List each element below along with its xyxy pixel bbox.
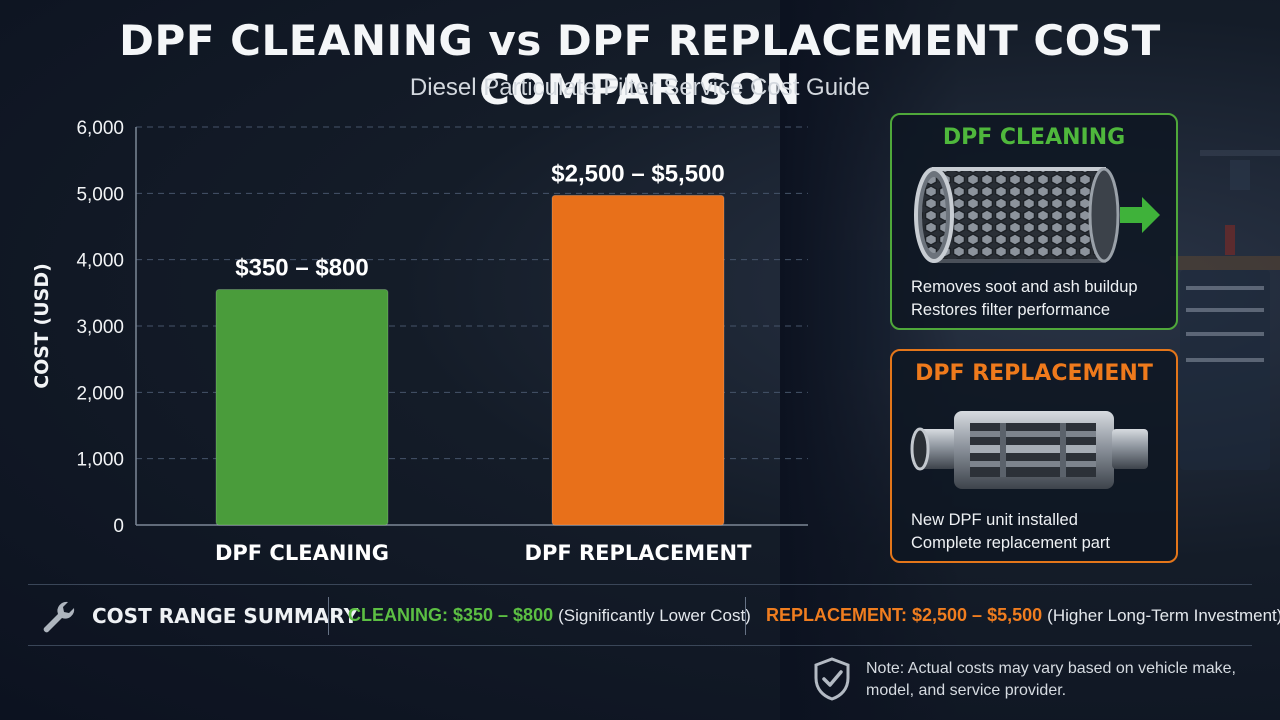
summary-replacement-key: REPLACEMENT: $2,500 – $5,500: [766, 605, 1043, 625]
y-tick-label: 3,000: [76, 317, 124, 338]
bar-replacement: [551, 194, 725, 526]
replacement-info-panel: DPF REPLACEMENT New DPF unit installed C…: [890, 349, 1178, 563]
replacement-panel-title: DPF REPLACEMENT: [915, 361, 1153, 386]
y-tick-label: 2,000: [76, 383, 124, 404]
replacement-line-2: Complete replacement part: [911, 534, 1111, 552]
cleaning-panel-title: DPF CLEANING: [942, 125, 1126, 150]
cleaning-line-1: Removes soot and ash buildup: [911, 278, 1138, 296]
cleaning-info-panel: DPF CLEANING Removes soot and ash buildu…: [890, 113, 1178, 330]
x-tick-label: DPF CLEANING: [215, 541, 389, 565]
summary-divider: [328, 597, 329, 635]
y-tick-label: 4,000: [76, 251, 124, 272]
page-subtitle: Diesel Particulate Filter Service Cost G…: [409, 74, 871, 101]
page-title: DPF CLEANING vs DPF REPLACEMENT COST COM…: [119, 16, 1161, 114]
replacement-line-1: New DPF unit installed: [911, 511, 1078, 529]
dpf-unit-cutaway-icon: [910, 411, 1148, 489]
summary-cleaning: CLEANING: $350 – $800 (Significantly Low…: [348, 605, 751, 626]
summary-divider: [745, 597, 746, 635]
cost-range-summary: COST RANGE SUMMARY CLEANING: $350 – $800…: [28, 584, 1280, 646]
x-tick-label: DPF REPLACEMENT: [525, 541, 753, 565]
data-label: $350 – $800: [235, 255, 368, 282]
summary-replacement-note: (Higher Long-Term Investment): [1047, 606, 1280, 625]
honeycomb-filter-icon: [914, 167, 1160, 263]
cost-bar-chart: 0 1,000 2,000 3,000 4,000 5,000 6,000 COST (USD…: [31, 118, 808, 565]
summary-cleaning-key: CLEANING: $350 – $800: [348, 605, 554, 625]
y-tick-label: 5,000: [76, 184, 124, 205]
y-tick-label: 6,000: [76, 118, 124, 139]
summary-label: COST RANGE SUMMARY: [92, 604, 359, 628]
y-axis-label: COST (USD): [31, 263, 53, 389]
data-label: $2,500 – $5,500: [551, 160, 725, 187]
summary-cleaning-note: (Significantly Lower Cost): [558, 606, 751, 625]
y-tick-label: 1,000: [76, 450, 124, 471]
summary-replacement: REPLACEMENT: $2,500 – $5,500 (Higher Lon…: [766, 605, 1280, 626]
wrench-icon: [43, 601, 75, 633]
bar-cleaning: [215, 289, 389, 526]
disclaimer-note: Note: Actual costs may vary based on veh…: [866, 660, 1236, 699]
shield-check-icon: [814, 657, 850, 701]
y-tick-label: 0: [113, 516, 124, 537]
cleaning-line-2: Restores filter performance: [911, 301, 1110, 319]
